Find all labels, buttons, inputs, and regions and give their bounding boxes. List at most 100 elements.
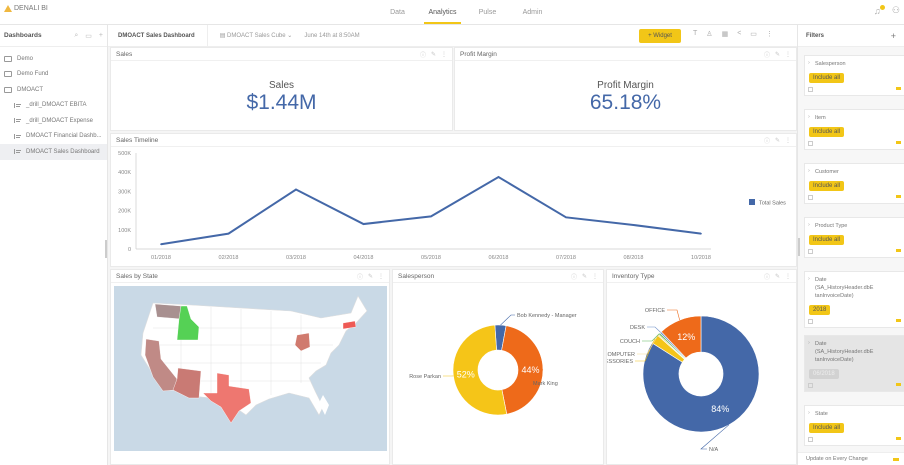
sidebar-resize-handle[interactable] <box>105 240 107 258</box>
filter-toggle[interactable] <box>896 195 901 198</box>
main-nav: Data Analytics Pulse Admin <box>375 0 555 25</box>
dashboard-icon <box>14 133 21 139</box>
filter-value-chip[interactable]: Include all <box>809 235 845 245</box>
filters-resize-handle[interactable] <box>798 238 800 256</box>
filter-name[interactable]: State <box>805 406 904 418</box>
us-state-map[interactable] <box>111 283 389 463</box>
florida <box>319 395 329 415</box>
tab-admin[interactable]: Admin <box>522 9 543 16</box>
sales-timeline-chart: 0 100K 200K 300K 400K 500K 01/2018 02/2018 03/20… <box>118 151 786 261</box>
filter-toggle[interactable] <box>896 141 901 144</box>
more-icon[interactable]: ⋮ <box>785 273 791 280</box>
more-icon[interactable]: ⋮ <box>378 273 384 280</box>
info-icon[interactable]: ⓘ <box>763 138 770 145</box>
new-folder-icon[interactable]: ▭ <box>85 32 92 40</box>
filter-card-product-type[interactable]: Product Type Include all <box>804 217 904 258</box>
calendar-icon[interactable] <box>808 195 813 200</box>
info-icon[interactable]: ⓘ <box>570 274 577 281</box>
more-icon[interactable]: ⋮ <box>592 273 598 280</box>
add-widget-button[interactable]: + Widget <box>639 29 681 43</box>
calendar-icon[interactable] <box>808 141 813 146</box>
filter-card-date[interactable]: Date(SA_HistoryHeader.dbEtanInvoiceDate)… <box>804 271 904 328</box>
tab-data[interactable]: Data <box>390 9 405 16</box>
filter-card-customer[interactable]: Customer Include all <box>804 163 904 204</box>
share-icon[interactable]: < <box>737 30 742 37</box>
app-logo[interactable]: DENALI BI <box>4 5 48 12</box>
sidebar-item-drill-expense[interactable]: _drill_DMOACT Expense <box>0 113 107 129</box>
add-icon[interactable]: + <box>98 32 103 39</box>
calendar-icon[interactable] <box>808 87 813 92</box>
legend-swatch <box>749 199 755 205</box>
info-icon[interactable]: ⓘ <box>763 52 770 59</box>
more-icon[interactable]: ⋮ <box>785 137 791 144</box>
calendar-icon[interactable] <box>808 249 813 254</box>
filter-value-chip[interactable]: 06/2018 <box>809 369 839 379</box>
more-icon[interactable]: ⋮ <box>441 51 447 58</box>
edit-icon[interactable]: ✎ <box>774 137 780 144</box>
filter-toggle[interactable] <box>896 437 901 440</box>
calendar-icon[interactable] <box>808 383 813 388</box>
more-icon[interactable]: ⋮ <box>765 31 773 38</box>
more-icon[interactable]: ⋮ <box>785 51 791 58</box>
edit-icon[interactable]: ✎ <box>581 273 587 280</box>
filter-card-date[interactable]: Date(SA_HistoryHeader.dbEtanInvoiceDate)… <box>804 335 904 392</box>
filter-card-salesperson[interactable]: Salesperson Include all <box>804 55 904 96</box>
info-icon[interactable]: ⓘ <box>356 274 363 281</box>
filter-name[interactable]: Product Type <box>805 218 904 230</box>
search-icon[interactable]: ⌕ <box>74 31 79 39</box>
data-point <box>362 223 365 225</box>
sidebar-item-dmoact[interactable]: DMOACT <box>0 82 107 98</box>
text-icon[interactable]: T <box>693 30 698 37</box>
dashboard-icon <box>14 149 21 155</box>
widget-title: Salesperson <box>398 272 435 280</box>
sidebar-item-demo[interactable]: Demo <box>0 51 107 67</box>
sidebar-item-sales-dashboard[interactable]: DMOACT Sales Dashboard <box>0 144 107 160</box>
filter-name[interactable]: Item <box>805 110 904 122</box>
sidebar-item-drill-ebita[interactable]: _drill_DMOACT EBITA <box>0 98 107 114</box>
slice-label: DESK <box>630 325 645 331</box>
add-filter-icon[interactable]: + <box>890 30 896 41</box>
filter-value-chip[interactable]: 2018 <box>809 305 831 315</box>
lock-icon[interactable]: ♙ <box>706 31 713 38</box>
filter-name[interactable]: Salesperson <box>805 56 904 68</box>
filter-toggle[interactable] <box>896 249 901 252</box>
tab-pulse[interactable]: Pulse <box>478 9 497 16</box>
filter-name[interactable]: Customer <box>805 164 904 176</box>
sidebar-item-financial-dashboard[interactable]: DMOACT Financial Dashb... <box>0 129 107 145</box>
filter-toggle[interactable] <box>896 87 901 90</box>
edit-icon[interactable]: ✎ <box>774 51 780 58</box>
filter-card-state[interactable]: State Include all <box>804 405 904 446</box>
calendar-icon[interactable] <box>808 319 813 324</box>
calendar-icon[interactable] <box>808 437 813 442</box>
tab-analytics[interactable]: Analytics <box>420 0 465 25</box>
filter-toggle[interactable] <box>896 319 901 322</box>
user-icon[interactable]: ⚇ <box>891 5 900 15</box>
edit-icon[interactable]: ✎ <box>367 273 373 280</box>
data-point <box>632 224 635 226</box>
leader-line <box>524 369 544 384</box>
legend-label: Total Sales <box>759 201 786 207</box>
info-icon[interactable]: ⓘ <box>419 52 426 59</box>
cube-selector[interactable]: ▤ DMOACT Sales Cube ⌄ <box>219 33 293 39</box>
filter-value-chip[interactable]: Include all <box>809 73 845 83</box>
sidebar-item-label: _drill_DMOACT EBITA <box>26 102 87 109</box>
filter-value-chip[interactable]: Include all <box>809 423 845 433</box>
leader-line <box>637 334 659 355</box>
toggle-switch[interactable] <box>893 458 899 461</box>
edit-icon[interactable]: ✎ <box>430 51 436 58</box>
comment-icon[interactable]: ▭ <box>750 31 757 38</box>
edit-icon[interactable]: ✎ <box>774 273 780 280</box>
sidebar-item-demo-fund[interactable]: Demo Fund <box>0 67 107 83</box>
info-icon[interactable]: ⓘ <box>763 274 770 281</box>
update-on-change-toggle[interactable]: Update on Every Change <box>798 452 904 465</box>
filter-value-chip[interactable]: Include all <box>809 127 845 137</box>
notification-bell-icon[interactable]: ♫ <box>874 4 885 16</box>
grid-icon[interactable]: ▦ <box>721 31 729 38</box>
filter-card-item[interactable]: Item Include all <box>804 109 904 150</box>
x-tick-label: 07/2018 <box>556 255 576 261</box>
filter-toggle[interactable] <box>896 383 901 386</box>
x-tick-label: 05/2018 <box>421 255 441 261</box>
filter-value-chip[interactable]: Include all <box>809 181 845 191</box>
